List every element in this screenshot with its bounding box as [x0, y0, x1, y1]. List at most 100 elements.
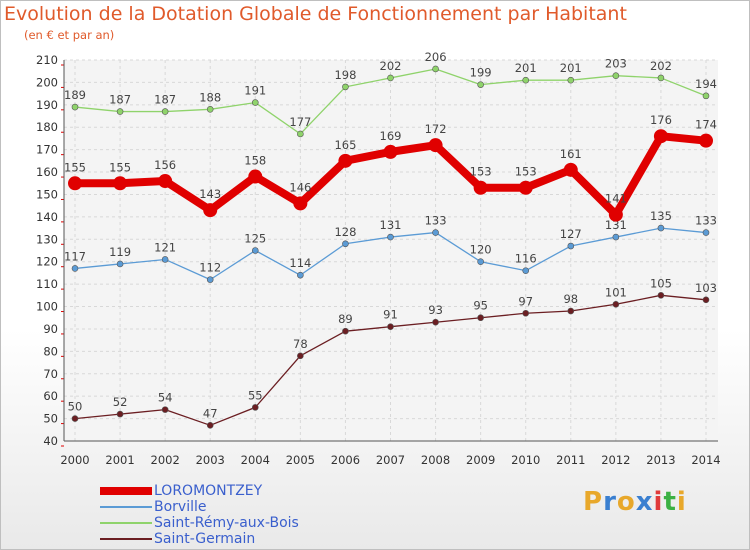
data-label: 95 — [473, 299, 488, 313]
data-point — [522, 267, 530, 274]
x-tick-label: 2011 — [556, 453, 585, 467]
x-tick-label: 2014 — [691, 453, 720, 467]
data-label: 188 — [199, 90, 221, 104]
data-point — [387, 323, 394, 331]
brand-letter: x — [635, 487, 654, 517]
data-point — [567, 307, 575, 315]
data-label: 128 — [334, 225, 356, 239]
data-point — [297, 130, 304, 138]
y-tick-label: 140 — [36, 210, 58, 224]
data-label: 133 — [425, 214, 447, 228]
data-label: 103 — [695, 281, 717, 295]
x-tick-label: 2005 — [286, 453, 315, 467]
data-point — [518, 180, 533, 195]
y-tick-label: 160 — [36, 165, 58, 179]
data-point — [702, 229, 710, 236]
data-label: 202 — [380, 59, 402, 73]
data-point — [161, 108, 169, 115]
data-label: 143 — [199, 187, 221, 201]
data-label: 78 — [293, 337, 308, 351]
data-label: 172 — [425, 122, 447, 136]
data-point — [206, 422, 214, 429]
data-point — [383, 144, 398, 159]
data-point — [428, 138, 443, 153]
data-point — [161, 256, 169, 263]
data-label: 189 — [64, 88, 86, 102]
data-point — [68, 176, 82, 191]
data-point — [432, 65, 439, 73]
data-label: 201 — [560, 61, 582, 75]
data-label: 97 — [518, 294, 533, 308]
data-point — [477, 314, 484, 322]
data-label: 174 — [695, 118, 717, 132]
x-tick-label: 2000 — [60, 453, 89, 467]
brand-letter: r — [603, 487, 617, 517]
y-tick-label: 40 — [43, 434, 58, 448]
data-point — [71, 415, 79, 422]
legend-swatch — [100, 506, 152, 508]
data-point — [608, 207, 623, 222]
data-point — [338, 153, 353, 168]
data-point — [432, 229, 439, 236]
y-tick-label: 100 — [36, 300, 58, 314]
data-label: 50 — [68, 400, 83, 414]
data-label: 201 — [515, 61, 537, 75]
data-label: 114 — [289, 256, 311, 270]
data-point — [702, 296, 710, 304]
x-tick-label: 2002 — [151, 453, 180, 467]
data-label: 165 — [334, 138, 356, 152]
data-label: 146 — [289, 180, 311, 194]
legend-label: Borville — [154, 499, 207, 515]
data-point — [116, 410, 124, 418]
data-point — [342, 240, 349, 248]
y-tick-label: 190 — [36, 98, 58, 112]
x-tick-label: 2009 — [466, 453, 495, 467]
legend-label: Saint-Rémy-aux-Bois — [154, 515, 299, 531]
y-tick-label: 200 — [36, 75, 58, 89]
data-point — [387, 74, 394, 82]
data-point — [71, 265, 79, 272]
y-tick-label: 210 — [36, 53, 58, 67]
data-label: 52 — [113, 395, 128, 409]
data-label: 176 — [650, 113, 672, 127]
data-point — [251, 404, 259, 411]
data-label: 155 — [64, 160, 86, 174]
data-label: 101 — [605, 285, 627, 299]
data-point — [297, 352, 304, 360]
plot-area — [64, 60, 718, 441]
legend-swatch — [100, 487, 152, 495]
data-point — [702, 92, 710, 100]
legend-label: Saint-Germain — [154, 531, 256, 547]
brand-letter: t — [663, 487, 677, 517]
data-label: 198 — [334, 68, 356, 82]
x-tick-label: 2006 — [331, 453, 360, 467]
y-tick-label: 130 — [36, 232, 58, 246]
data-point — [473, 180, 488, 195]
data-label: 120 — [470, 243, 492, 257]
data-label: 156 — [154, 158, 176, 172]
data-label: 131 — [605, 218, 627, 232]
data-point — [158, 174, 173, 189]
data-point — [297, 271, 304, 279]
legend-swatch — [100, 522, 152, 524]
data-point — [657, 292, 665, 299]
data-label: 91 — [383, 308, 398, 322]
data-point — [563, 162, 578, 177]
data-label: 89 — [338, 312, 353, 326]
data-label: 135 — [650, 209, 672, 223]
data-label: 206 — [425, 50, 447, 64]
chart-title: Evolution de la Dotation Globale de Fonc… — [4, 3, 627, 25]
data-label: 47 — [203, 406, 218, 420]
data-label: 131 — [380, 218, 402, 232]
data-point — [116, 260, 124, 268]
y-tick-label: 70 — [43, 367, 58, 381]
data-label: 105 — [650, 276, 672, 290]
data-point — [113, 176, 128, 191]
data-point — [477, 81, 484, 88]
y-tick-label: 90 — [43, 322, 58, 336]
brand-letter: P — [583, 487, 604, 517]
data-point — [612, 233, 620, 241]
data-point — [567, 76, 575, 84]
x-tick-label: 2004 — [241, 453, 270, 467]
data-point — [116, 108, 124, 115]
